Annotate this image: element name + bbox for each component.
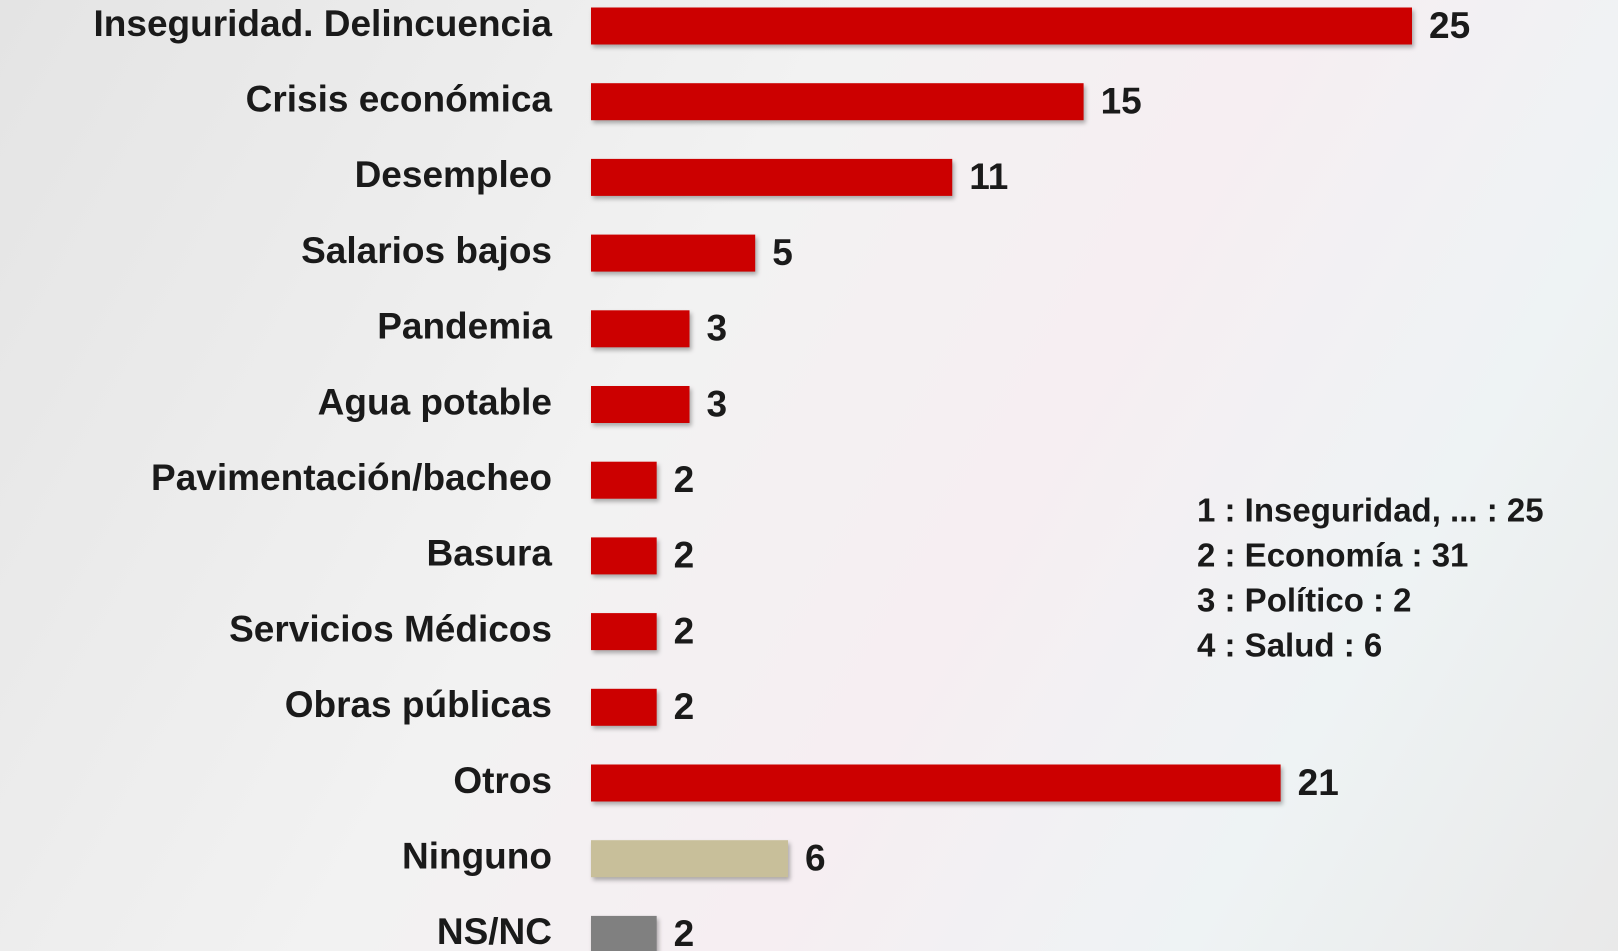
category-label: Pavimentación/bacheo (151, 457, 552, 498)
category-label: Pandemia (377, 306, 552, 347)
category-label: Agua potable (318, 381, 552, 422)
value-label: 2 (674, 535, 695, 576)
value-label: 3 (707, 383, 728, 424)
value-label: 2 (674, 610, 695, 651)
value-label: 15 (1101, 80, 1142, 121)
value-label: 5 (772, 232, 793, 273)
category-label: Inseguridad. Delincuencia (93, 3, 552, 44)
category-label: Servicios Médicos (229, 608, 552, 649)
category-label: Crisis económica (246, 78, 553, 119)
category-label: Otros (453, 760, 552, 801)
category-label: Obras públicas (285, 684, 552, 725)
annotation: 2 : Economía : 31 (1197, 537, 1468, 574)
bar (591, 613, 657, 651)
category-label: Ninguno (402, 835, 552, 876)
category-label: NS/NC (437, 911, 552, 951)
bar (591, 310, 690, 348)
category-label: Basura (427, 533, 553, 574)
bar (591, 386, 690, 423)
value-label: 2 (674, 913, 695, 951)
value-label: 6 (805, 837, 826, 878)
annotation: 1 : Inseguridad, ... : 25 (1197, 492, 1544, 529)
value-label: 2 (674, 686, 695, 727)
category-label: Salarios bajos (301, 230, 552, 271)
annotation: 4 : Salud : 6 (1197, 627, 1382, 664)
value-label: 3 (707, 308, 728, 349)
bar (591, 83, 1084, 121)
bar (591, 840, 789, 878)
value-label: 21 (1298, 762, 1339, 803)
bar (591, 915, 657, 951)
bar (591, 688, 657, 726)
annotation: 3 : Político : 2 (1197, 582, 1412, 619)
value-label: 11 (969, 156, 1008, 197)
category-label: Desempleo (355, 154, 552, 195)
bar (591, 764, 1281, 802)
bar (591, 234, 756, 272)
bar (591, 7, 1412, 45)
bar (591, 461, 657, 499)
value-label: 2 (674, 459, 695, 500)
bar (591, 158, 953, 196)
bar (591, 537, 657, 575)
value-label: 25 (1429, 5, 1470, 46)
